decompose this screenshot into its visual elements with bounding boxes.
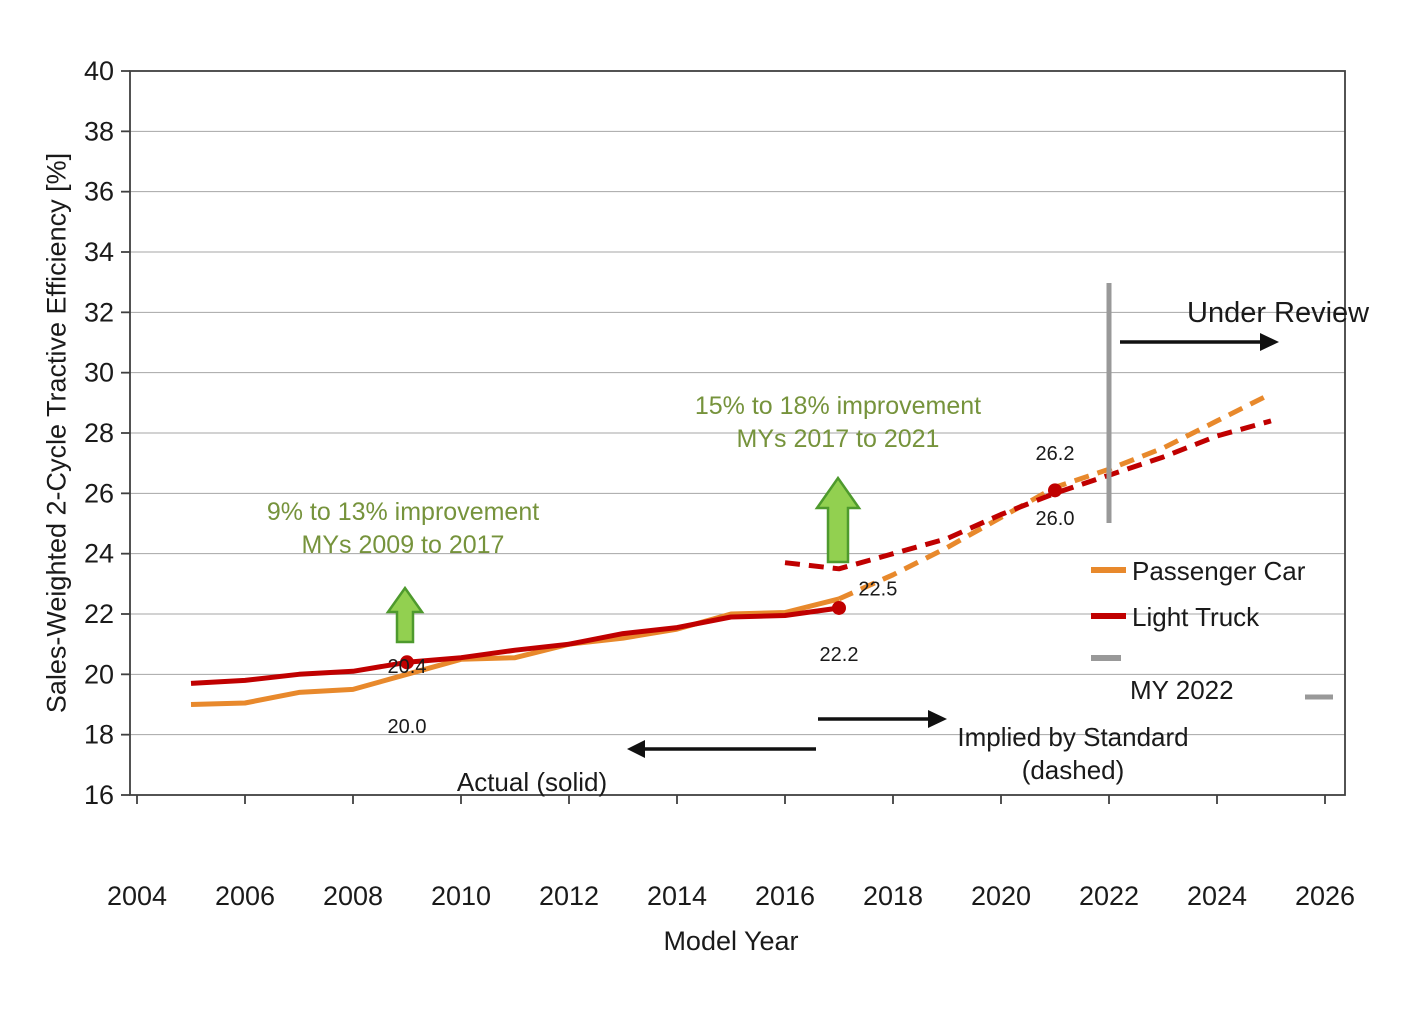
x-tick-label: 2022 <box>1079 881 1139 911</box>
x-tick-label: 2014 <box>647 881 707 911</box>
annotation-improvement-2009-2017: 9% to 13% improvement MYs 2009 to 2017 <box>267 496 539 562</box>
point-label: 26.2 <box>1036 443 1075 465</box>
actual-solid-label: Actual (solid) <box>456 767 608 797</box>
implied-by-standard-arrow <box>818 710 947 728</box>
annotation-line: MYs 2017 to 2021 <box>736 425 940 453</box>
improvement-up-arrow-2009 <box>385 585 425 644</box>
annotation-line: MYs 2009 to 2017 <box>301 531 505 559</box>
x-tick-label: 2016 <box>755 881 815 911</box>
series-light-truck-implied <box>784 418 1272 572</box>
y-tick-label: 22 <box>84 599 114 629</box>
y-tick-label: 40 <box>84 56 114 86</box>
point-label: 20.4 <box>388 656 427 678</box>
improvement-up-arrow-2017 <box>814 475 862 564</box>
y-tick-label: 18 <box>84 720 114 750</box>
y-tick-label: 16 <box>84 780 114 810</box>
actual-arrowhead-icon <box>627 740 645 758</box>
y-tick-label: 30 <box>84 358 114 388</box>
implied-arrowhead-icon <box>928 710 947 728</box>
y-tick-label: 34 <box>84 237 114 267</box>
x-tick-label: 2020 <box>971 881 1031 911</box>
data-marker <box>400 655 414 670</box>
y-tick-label: 36 <box>84 177 114 207</box>
y-tick-label: 26 <box>84 478 114 508</box>
y-tick-label: 24 <box>84 539 114 569</box>
actual-arrow <box>627 740 816 758</box>
under-review-arrowhead-icon <box>1260 333 1279 351</box>
annotation-improvement-2017-2021: 15% to 18% improvement MYs 2017 to 2021 <box>695 390 981 456</box>
data-marker <box>1048 483 1062 498</box>
x-tick-label: 2004 <box>107 881 167 911</box>
y-tick-label: 32 <box>84 297 114 327</box>
under-review-label: Under Review <box>1187 297 1370 329</box>
x-tick-label: 2008 <box>323 881 383 911</box>
annotation-line: 9% to 13% improvement <box>266 498 540 526</box>
x-tick-label: 2012 <box>539 881 599 911</box>
legend-label-light-truck: Light Truck <box>1132 602 1260 632</box>
data-marker <box>832 600 846 615</box>
x-tick-label: 2024 <box>1187 881 1247 911</box>
x-tick-label: 2010 <box>431 881 491 911</box>
x-tick-label: 2018 <box>863 881 923 911</box>
series-light-truck-actual <box>190 605 840 686</box>
legend-label-my2022: MY 2022 <box>1130 675 1234 705</box>
implied-by-standard-label: Implied by Standard (dashed) <box>957 721 1188 787</box>
annotation-line: (dashed) <box>1021 755 1125 785</box>
y-axis-title: Sales-Weighted 2-Cycle Tractive Efficien… <box>41 152 72 714</box>
annotation-line: Implied by Standard <box>957 722 1189 752</box>
y-tick-label: 28 <box>84 418 114 448</box>
x-axis-title: Model Year <box>663 926 799 956</box>
point-label: 26.0 <box>1036 508 1075 530</box>
x-tick-label: 2006 <box>215 881 275 911</box>
point-label: 22.5 <box>858 578 897 600</box>
under-review-arrow <box>1120 333 1279 351</box>
x-tick-label: 2026 <box>1295 881 1355 911</box>
point-label: 20.0 <box>388 716 427 738</box>
legend-label-passenger-car: Passenger Car <box>1132 556 1306 586</box>
y-tick-label: 38 <box>84 116 114 146</box>
series-passenger-car-actual <box>190 596 840 707</box>
annotation-line: 15% to 18% improvement <box>694 392 982 420</box>
y-tick-label: 20 <box>84 659 114 689</box>
point-label: 22.2 <box>820 644 859 666</box>
